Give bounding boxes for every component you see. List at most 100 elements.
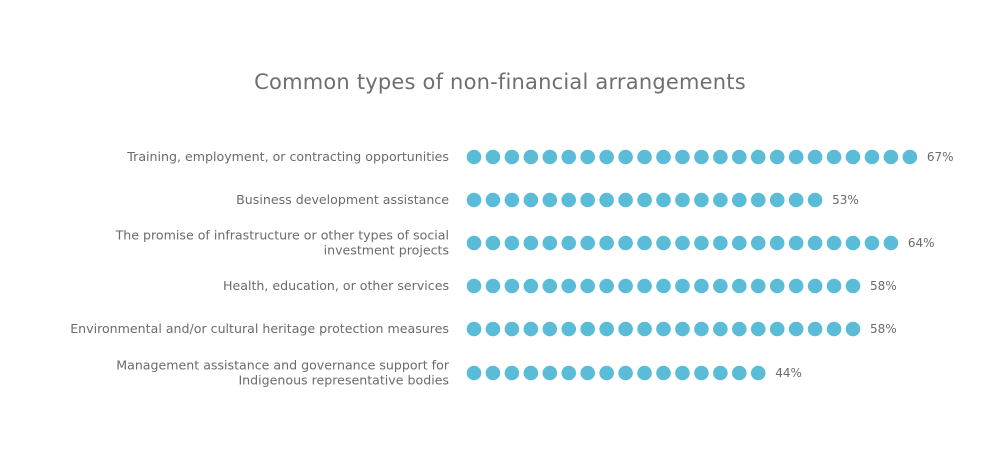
- value-label: 67%: [927, 150, 954, 164]
- data-dot: [788, 149, 804, 165]
- data-dot: [750, 192, 766, 208]
- data-dot: [826, 149, 842, 165]
- data-dot: [618, 365, 633, 381]
- data-dot: [769, 278, 785, 294]
- data-dot: [807, 235, 823, 251]
- data-dot: [580, 192, 595, 208]
- data-dot: [637, 235, 652, 251]
- data-dot: [750, 235, 766, 251]
- data-dot: [523, 365, 539, 381]
- data-dot: [599, 192, 614, 208]
- data-dot: [902, 149, 918, 165]
- category-label: Environmental and/or cultural heritage p…: [70, 321, 449, 336]
- data-dot: [845, 235, 861, 251]
- category-label: investment projects: [324, 243, 449, 258]
- data-dot: [485, 235, 501, 251]
- data-dot: [561, 149, 577, 165]
- data-dot: [769, 321, 785, 337]
- data-dot: [788, 235, 804, 251]
- data-dot: [883, 149, 899, 165]
- data-dot: [523, 321, 539, 337]
- data-dot: [466, 235, 482, 251]
- data-dot: [504, 235, 520, 251]
- data-dot: [637, 321, 652, 337]
- data-dot: [618, 235, 633, 251]
- data-dot: [864, 235, 880, 251]
- value-label: 44%: [775, 366, 802, 380]
- data-dot: [788, 321, 804, 337]
- category-label: Business development assistance: [236, 192, 449, 207]
- data-dot: [637, 365, 652, 381]
- data-dot: [561, 235, 577, 251]
- data-dot: [599, 365, 614, 381]
- category-label: The promise of infrastructure or other t…: [115, 228, 449, 243]
- data-dot: [788, 278, 804, 294]
- data-dot: [485, 192, 501, 208]
- data-dot: [826, 321, 842, 337]
- data-dot: [675, 365, 690, 381]
- data-dot: [750, 321, 766, 337]
- data-dot: [769, 192, 785, 208]
- data-dot: [466, 365, 482, 381]
- data-dot: [732, 278, 747, 294]
- data-dot: [656, 149, 671, 165]
- data-dot: [618, 278, 633, 294]
- data-dot: [561, 192, 577, 208]
- data-dot: [732, 321, 747, 337]
- data-dot: [732, 235, 747, 251]
- data-dot: [637, 192, 652, 208]
- data-dot: [694, 365, 709, 381]
- value-label: 58%: [870, 322, 897, 336]
- data-dot: [466, 192, 482, 208]
- data-dot: [883, 235, 899, 251]
- data-dot: [845, 149, 861, 165]
- data-dot: [561, 321, 577, 337]
- data-dot: [580, 149, 595, 165]
- data-dot: [675, 278, 690, 294]
- data-dot: [675, 235, 690, 251]
- data-dot: [788, 192, 804, 208]
- data-dot: [542, 149, 558, 165]
- data-dot: [713, 149, 728, 165]
- data-dot: [845, 321, 861, 337]
- data-dot: [485, 365, 501, 381]
- data-dot: [599, 235, 614, 251]
- data-dot: [675, 321, 690, 337]
- value-label: 64%: [908, 236, 935, 250]
- data-dot: [580, 235, 595, 251]
- data-dot: [542, 192, 558, 208]
- data-dot: [732, 365, 747, 381]
- category-label: Training, employment, or contracting opp…: [126, 149, 449, 164]
- data-dot: [769, 149, 785, 165]
- data-dot: [750, 149, 766, 165]
- data-dot: [694, 235, 709, 251]
- data-dot: [542, 321, 558, 337]
- data-dot: [769, 235, 785, 251]
- data-dot: [675, 149, 690, 165]
- data-dot: [807, 278, 823, 294]
- data-dot: [561, 278, 577, 294]
- chart-title: Common types of non-financial arrangemen…: [254, 70, 746, 94]
- data-dot: [656, 278, 671, 294]
- data-dot: [466, 149, 482, 165]
- data-dot: [826, 235, 842, 251]
- data-dot: [637, 278, 652, 294]
- category-label: Indigenous representative bodies: [238, 373, 449, 388]
- data-dot: [523, 149, 539, 165]
- data-dot: [542, 278, 558, 294]
- data-dot: [618, 192, 633, 208]
- data-dot: [599, 321, 614, 337]
- data-dot: [504, 365, 520, 381]
- category-label: Management assistance and governance sup…: [116, 358, 450, 373]
- value-label: 53%: [832, 193, 859, 207]
- data-dot: [807, 321, 823, 337]
- data-dot: [466, 278, 482, 294]
- data-dot: [713, 278, 728, 294]
- data-dot: [675, 192, 690, 208]
- data-dot: [694, 321, 709, 337]
- data-dot: [504, 321, 520, 337]
- data-dot: [713, 235, 728, 251]
- data-dot: [694, 149, 709, 165]
- data-dot: [845, 278, 861, 294]
